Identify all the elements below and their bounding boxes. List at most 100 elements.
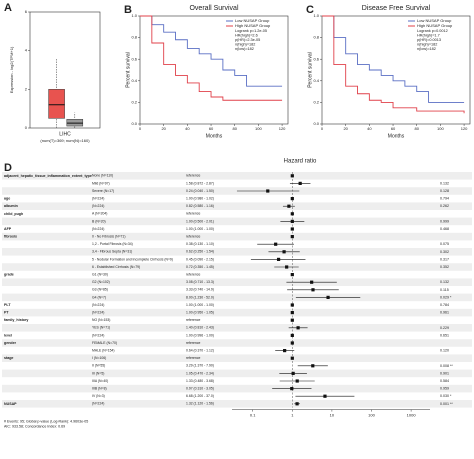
y-tick-label: 0.0	[313, 121, 319, 126]
p-value: 0.115	[440, 288, 449, 292]
estimate-label: 0.38 (0.130 - 1.10)	[186, 242, 214, 246]
hazard-ratio	[326, 295, 330, 299]
y-tick-label: 0.4	[131, 78, 137, 83]
annotation: HR(high)=2.6	[235, 34, 258, 38]
hazard-ratio	[290, 273, 294, 277]
hazard-ratio	[298, 181, 302, 185]
level-label: I (N=106)	[92, 356, 106, 360]
estimate-label: 0.97 (0.310 - 3.05)	[186, 386, 214, 390]
hazard-ratio	[311, 288, 315, 292]
box	[48, 89, 65, 119]
p-value: 0.961	[440, 311, 449, 315]
variable-label: grade	[4, 273, 14, 277]
estimate-label: 1.00 (0.500 - 2.01)	[186, 219, 214, 223]
hazard-ratio	[285, 265, 289, 269]
hazard-ratio	[290, 303, 294, 307]
y-tick-label: 0.8	[313, 35, 319, 40]
x-tick-label: 40	[185, 126, 190, 131]
hazard-ratio	[290, 356, 294, 360]
annotation: Logrank p=0.0012	[417, 29, 448, 33]
level-label: G2 (N=102)	[92, 280, 110, 284]
plot-frame	[29, 11, 101, 129]
p-value: 0.584	[440, 379, 449, 383]
row-band	[2, 232, 472, 241]
x-tick-label: 1	[291, 413, 294, 418]
x-tick-label: 120	[461, 126, 468, 131]
row-band	[2, 217, 472, 226]
estimate-label: 3.29 (1.370 - 7.90)	[186, 364, 214, 368]
survival-curve	[140, 15, 283, 101]
p-value: 0.794	[440, 197, 449, 201]
x-tick-label: 1000	[407, 413, 417, 418]
footer-note: AIC: 933.58; Concordance Index: 0.69	[4, 425, 65, 429]
hazard-ratio	[266, 189, 270, 193]
level-label: 5 - Nodular Formation and Incomplete Cir…	[92, 257, 173, 261]
plot-frame	[139, 15, 289, 125]
legend-label: Low NUSAP Group	[235, 18, 270, 23]
y-tick-label: 0.8	[131, 35, 137, 40]
level-label: (N=224)	[92, 310, 104, 314]
estimate-label: 6.68 (1.200 - 37.0)	[186, 394, 214, 398]
annotation: n(high)=182	[417, 43, 437, 47]
legend-label: Low NUSAP Group	[417, 18, 452, 23]
level-label: (N=224)	[92, 227, 104, 231]
survival-curve	[322, 15, 465, 103]
level-label: YES (N=71)	[92, 326, 110, 330]
hazard-ratio	[290, 227, 294, 231]
x-tick-label: 40	[367, 126, 372, 131]
estimate-label: 0.24 (0.040 - 1.50)	[186, 189, 214, 193]
x-tick-label: 20	[161, 126, 166, 131]
variable-label: albumin	[4, 204, 18, 208]
y-axis-label: Percent survival	[125, 52, 131, 88]
y-tick-label: 6	[25, 9, 28, 14]
level-label: G4 (N=7)	[92, 295, 106, 299]
hazard-ratio	[290, 212, 294, 216]
annotation: p(HR)=0.0013	[417, 38, 441, 42]
estimate-label: reference	[186, 318, 200, 322]
x-tick-label: 0	[139, 126, 142, 131]
y-tick-label: 1.0	[131, 13, 137, 18]
hazard-ratio	[274, 242, 278, 246]
estimate-label: 1.40 (0.810 - 2.43)	[186, 326, 214, 330]
p-value: 0.008 **	[440, 364, 453, 368]
legend-label: High NUSAP Group	[235, 23, 271, 28]
x-tick-label: 0	[321, 126, 324, 131]
footer-note: # Events: 95; Global p-value (Log-Rank):…	[4, 420, 88, 424]
row-band	[2, 339, 472, 347]
p-value: 0.302	[440, 250, 449, 254]
annotation: p(HR)=2.3e-05	[235, 38, 260, 42]
estimate-label: 0.62 (0.250 - 1.54)	[186, 250, 214, 254]
variable-label: fibrosis	[4, 235, 17, 239]
hazard-ratio	[295, 402, 299, 406]
level-label: A (N=204)	[92, 212, 107, 216]
p-value: 0.128	[440, 189, 449, 193]
estimate-label: reference	[186, 174, 200, 178]
y-axis-label: Expression - log2(TPM+1)	[9, 46, 14, 93]
level-label: NO (N=153)	[92, 318, 110, 322]
p-value: 0.352	[440, 265, 449, 269]
estimate-label: 1.58 (0.872 - 2.87)	[186, 181, 214, 185]
y-tick-label: 0.0	[131, 121, 137, 126]
variable-label: family_history	[4, 318, 28, 322]
level-label: IV (N=3)	[92, 394, 105, 398]
estimate-label: 1.00 (0.996 - 1.00)	[186, 333, 214, 337]
estimate-label: 0.82 (0.580 - 1.16)	[186, 204, 214, 208]
p-value: 0.784	[440, 303, 449, 307]
level-label: (N=224)	[92, 333, 104, 337]
hazard-ratio	[290, 318, 294, 322]
panel-label: D	[4, 162, 12, 174]
annotation: Logrank p=1.2e-05	[235, 29, 267, 33]
variable-label: AFP	[4, 227, 12, 231]
estimate-label: 1.33 (0.480 - 3.68)	[186, 379, 214, 383]
hazard-ratio	[290, 387, 294, 391]
row-band	[2, 354, 472, 362]
p-value: 0.468	[440, 227, 449, 231]
level-label: III (N=5)	[92, 371, 104, 375]
y-tick-label: 0.6	[131, 56, 137, 61]
variable-label: child_pugh	[4, 212, 23, 216]
chart-title: Overall Survival	[189, 5, 238, 12]
level-label: G1 (N=30)	[92, 272, 108, 276]
row-band	[2, 278, 472, 286]
